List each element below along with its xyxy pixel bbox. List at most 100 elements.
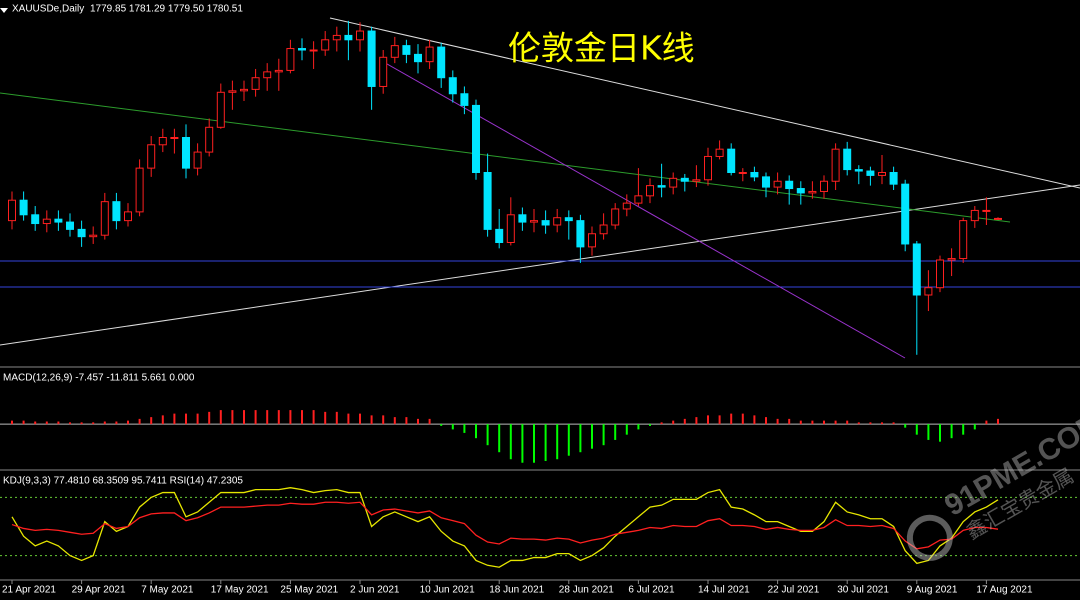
histogram-bar: [463, 424, 466, 433]
histogram-bar: [231, 410, 234, 425]
histogram-bar: [127, 420, 129, 425]
candle-body: [692, 179, 701, 182]
x-tick-label: 22 Jul 2021: [768, 585, 820, 596]
candle-body: [170, 137, 179, 139]
candle-body: [263, 71, 272, 79]
histogram-bar: [730, 413, 733, 425]
histogram-bar: [765, 417, 767, 425]
x-tick-label: 28 Jun 2021: [559, 585, 614, 596]
histogram-bar: [857, 422, 860, 425]
histogram-bar: [788, 418, 791, 425]
histogram-bar: [359, 413, 361, 425]
histogram-bar: [417, 418, 419, 425]
candle-body: [8, 199, 16, 222]
candle-body: [460, 93, 469, 106]
histogram-bar: [266, 410, 269, 425]
histogram-bar: [614, 424, 617, 440]
candle-body: [158, 137, 167, 146]
histogram-bar: [579, 424, 582, 453]
candle-body: [506, 214, 515, 244]
macd-title: MACD(12,26,9) -7.457 -11.811 5.661 0.000: [3, 373, 195, 384]
candle-body: [124, 211, 132, 222]
kdj-title: KDJ(9,3,3) 77.4810 68.3509 95.7411 RSI(1…: [3, 476, 243, 487]
candle-body: [854, 169, 863, 172]
candle-body: [959, 220, 968, 260]
histogram-bar: [440, 424, 443, 426]
histogram-bar: [509, 424, 512, 460]
histogram-bar: [196, 413, 199, 425]
candle-body: [936, 259, 944, 289]
candle-body: [994, 217, 1002, 220]
candle-body: [448, 77, 457, 95]
histogram-bar: [80, 422, 83, 425]
candle-body: [89, 234, 98, 238]
histogram-bar: [161, 415, 164, 425]
histogram-bar: [115, 421, 118, 425]
histogram-bar: [219, 410, 222, 425]
histogram-bar: [649, 424, 651, 426]
histogram-bar: [973, 424, 976, 430]
indicator-line: [11, 487, 999, 568]
histogram-bar: [498, 424, 501, 453]
candle-body: [332, 34, 341, 41]
histogram-bar: [904, 424, 907, 428]
candle-body: [982, 209, 991, 212]
histogram-bar: [185, 413, 187, 425]
candle-body: [947, 258, 956, 261]
histogram-bar: [591, 424, 593, 449]
histogram-bar: [289, 410, 292, 425]
x-tick-label: 21 Apr 2021: [2, 585, 56, 596]
histogram-bar: [637, 424, 640, 430]
trend-line: [379, 59, 906, 359]
candle-body: [135, 167, 144, 213]
x-tick-label: 2 Jun 2021: [350, 585, 400, 596]
histogram-bar: [34, 421, 37, 425]
candle-body: [820, 180, 828, 192]
x-tick-label: 7 May 2021: [141, 585, 194, 596]
candle-body: [495, 228, 504, 243]
candle-body: [402, 45, 411, 55]
candle-body: [576, 220, 585, 248]
trend-lines: [0, 17, 1080, 359]
histogram-bar: [660, 422, 663, 425]
candle-body: [553, 217, 562, 226]
histogram-bar: [347, 413, 350, 425]
candle-body: [147, 144, 156, 169]
indicator-line: [11, 501, 999, 550]
histogram-bar: [672, 420, 675, 425]
histogram-bar: [301, 410, 303, 425]
candle-body: [599, 224, 608, 235]
candle-body: [425, 46, 434, 63]
histogram-bar: [45, 421, 48, 425]
candle-body: [66, 221, 74, 230]
histogram-bar: [741, 413, 744, 425]
candle-body: [193, 151, 202, 169]
histogram-bar: [208, 411, 211, 425]
histogram-bar: [103, 421, 106, 425]
histogram-bar: [138, 418, 141, 425]
histogram-bar: [312, 410, 315, 425]
histogram-bar: [277, 410, 280, 425]
histogram-bar: [405, 417, 408, 425]
x-tick-label: 25 May 2021: [280, 585, 338, 596]
histogram-bar: [718, 415, 721, 425]
candle-body: [344, 34, 353, 41]
candle-body: [970, 209, 979, 222]
menu-arrow: [0, 8, 8, 13]
candle-body: [901, 183, 910, 245]
candle-body: [669, 177, 678, 188]
candle-body: [472, 104, 480, 173]
histogram-bar: [683, 418, 686, 425]
histogram-bar: [173, 413, 176, 425]
candle-body: [309, 49, 318, 52]
histogram-bar: [556, 424, 559, 460]
candle-body: [762, 176, 770, 188]
trend-line: [329, 17, 1080, 189]
histogram-bar: [950, 424, 953, 439]
x-tick-label: 17 May 2021: [211, 585, 269, 596]
histogram-bar: [451, 424, 454, 430]
candle-body: [657, 185, 666, 188]
histogram-bar: [695, 417, 698, 425]
candle-body: [414, 53, 422, 63]
